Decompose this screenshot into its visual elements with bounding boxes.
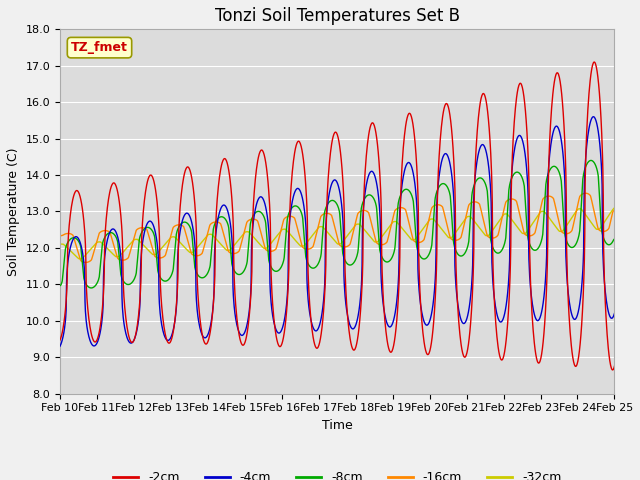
Y-axis label: Soil Temperature (C): Soil Temperature (C) (7, 147, 20, 276)
Title: Tonzi Soil Temperatures Set B: Tonzi Soil Temperatures Set B (214, 7, 460, 25)
Text: TZ_fmet: TZ_fmet (71, 41, 128, 54)
X-axis label: Time: Time (322, 419, 353, 432)
Legend: -2cm, -4cm, -8cm, -16cm, -32cm: -2cm, -4cm, -8cm, -16cm, -32cm (108, 467, 566, 480)
